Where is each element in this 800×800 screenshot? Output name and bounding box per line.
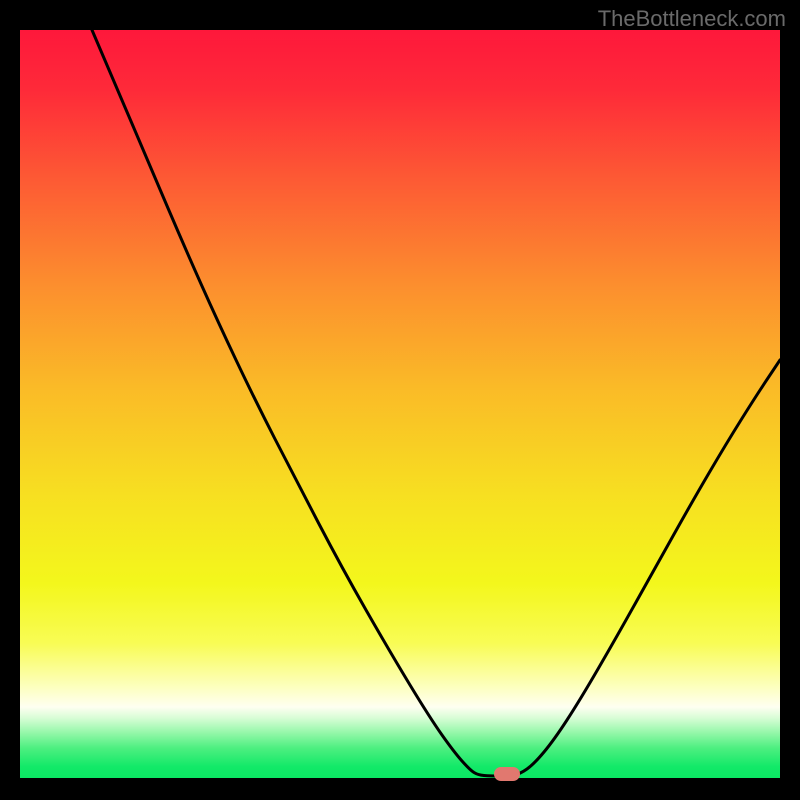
chart-frame: TheBottleneck.com [0,0,800,800]
chart-svg [20,30,780,778]
optimal-marker [494,767,520,781]
watermark-text: TheBottleneck.com [598,6,786,32]
plot-area [20,30,780,778]
